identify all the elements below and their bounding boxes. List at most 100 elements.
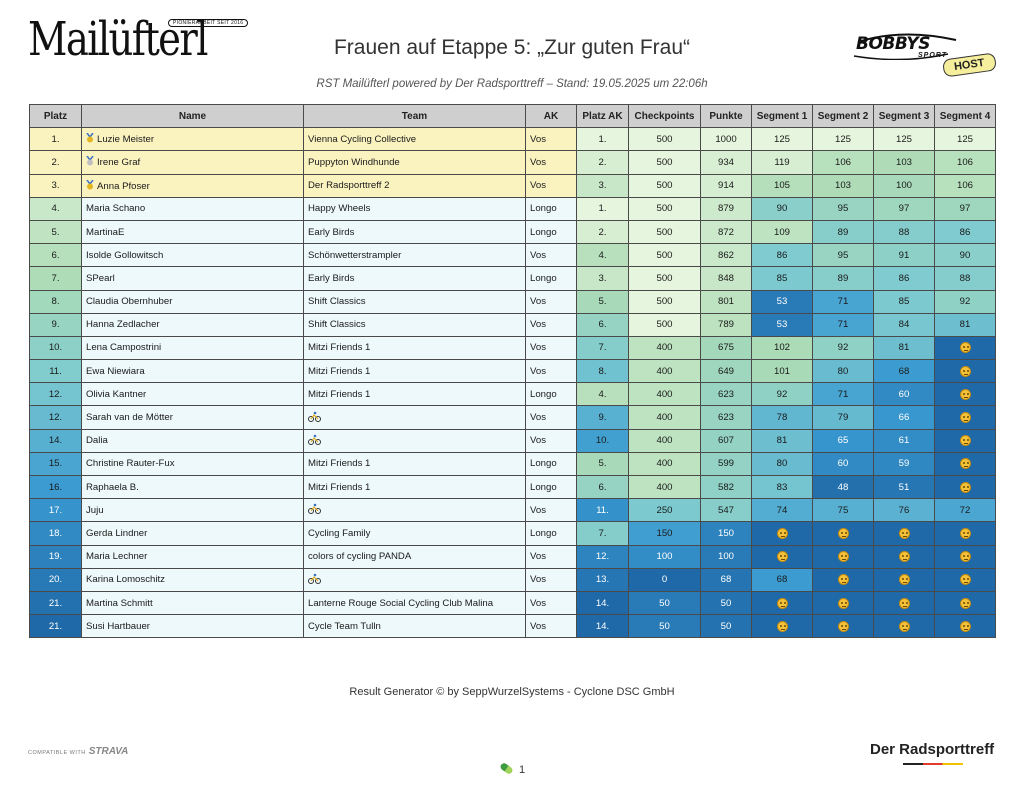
column-header: Segment 1 bbox=[751, 103, 813, 129]
name-cell: Gerda Lindner bbox=[81, 521, 304, 546]
team-cell: Lanterne Rouge Social Cycling Club Malin… bbox=[303, 590, 526, 616]
rank-cell: 21. bbox=[29, 590, 82, 616]
table-row: 10. Lena Campostrini Mitzi Friends 1 Vos 7. 4… bbox=[29, 335, 996, 361]
name-text: Dalia bbox=[86, 435, 108, 447]
rank-cell: 20. bbox=[29, 567, 82, 592]
segment-cell: 103 bbox=[873, 150, 935, 175]
thinking-face-icon bbox=[898, 620, 910, 632]
thinking-face-icon bbox=[959, 435, 971, 447]
page-number-value: 1 bbox=[519, 764, 526, 776]
rank-cell: 2. bbox=[29, 150, 82, 175]
table-row: 19. Maria Lechner colors of cycling PANDA V… bbox=[29, 544, 996, 569]
rank-cell: 19. bbox=[29, 544, 82, 569]
thinking-face-icon bbox=[837, 527, 849, 539]
team-cell: Der Radsporttreff 2 bbox=[303, 173, 526, 198]
segment-cell: 125 bbox=[751, 127, 813, 152]
column-header: Segment 2 bbox=[812, 103, 874, 129]
segment-cell: 86 bbox=[751, 243, 813, 268]
thinking-face-icon bbox=[776, 597, 788, 609]
segment-cell bbox=[751, 521, 813, 546]
team-cell bbox=[303, 428, 526, 453]
team-text: colors of cycling PANDA bbox=[308, 551, 412, 563]
age-rank-cell: 9. bbox=[576, 405, 629, 430]
team-cell: Mitzi Friends 1 bbox=[303, 335, 526, 361]
checkpoints-cell: 500 bbox=[628, 219, 701, 245]
thinking-face-icon bbox=[959, 620, 971, 632]
age-rank-cell: 7. bbox=[576, 335, 629, 361]
name-text: Hanna Zedlacher bbox=[86, 319, 160, 331]
table-row: 12. Olivia Kantner Mitzi Friends 1 Longo 4. 4… bbox=[29, 382, 996, 407]
team-text: Lanterne Rouge Social Cycling Club Malin… bbox=[308, 597, 494, 609]
segment-cell bbox=[873, 544, 935, 569]
points-cell: 675 bbox=[700, 335, 752, 361]
thinking-face-icon bbox=[776, 620, 788, 632]
name-cell: Ewa Niewiara bbox=[81, 359, 304, 384]
name-text: Maria Schano bbox=[86, 203, 146, 215]
segment-cell: 125 bbox=[934, 127, 996, 152]
team-text: Mitzi Friends 1 bbox=[308, 481, 371, 493]
table-row: 5. MartinaE Early Birds Longo 2. 500 872 109 89 8… bbox=[29, 219, 996, 245]
age-rank-cell: 10. bbox=[576, 428, 629, 453]
age-class-cell: Longo bbox=[525, 521, 577, 546]
name-text: Olivia Kantner bbox=[86, 388, 147, 400]
checkpoints-cell: 400 bbox=[628, 359, 701, 384]
segment-cell: 105 bbox=[751, 173, 813, 198]
team-cell: colors of cycling PANDA bbox=[303, 544, 526, 569]
segment-cell: 92 bbox=[934, 289, 996, 314]
checkpoints-cell: 500 bbox=[628, 173, 701, 198]
checkpoints-cell: 500 bbox=[628, 266, 701, 291]
segment-cell: 125 bbox=[873, 127, 935, 152]
team-cell: Shift Classics bbox=[303, 289, 526, 314]
name-cell: Isolde Gollowitsch bbox=[81, 243, 304, 268]
table-body: 1. Luzie Meister Vienna Cycling Collective… bbox=[29, 127, 996, 639]
points-cell: 914 bbox=[700, 173, 752, 198]
age-class-cell: Longo bbox=[525, 451, 577, 477]
segment-cell bbox=[934, 521, 996, 546]
segment-cell: 106 bbox=[934, 150, 996, 175]
segment-cell: 60 bbox=[873, 382, 935, 407]
points-cell: 547 bbox=[700, 498, 752, 523]
team-cell: Cycle Team Tulln bbox=[303, 614, 526, 639]
segment-cell: 92 bbox=[751, 382, 813, 407]
points-cell: 801 bbox=[700, 289, 752, 314]
name-text: Martina Schmitt bbox=[86, 597, 153, 609]
table-header-row: Platz Name Team AK Platz AK Checkpoints Punkte… bbox=[29, 103, 996, 129]
pill-icon bbox=[499, 761, 514, 776]
checkpoints-cell: 400 bbox=[628, 382, 701, 407]
segment-cell bbox=[934, 451, 996, 477]
strava-prefix: COMPATIBLE WITH bbox=[28, 750, 86, 756]
age-class-cell: Vos bbox=[525, 289, 577, 314]
rank-cell: 17. bbox=[29, 498, 82, 523]
rank-cell: 9. bbox=[29, 312, 82, 337]
segment-cell: 109 bbox=[751, 219, 813, 245]
name-text: Gerda Lindner bbox=[86, 527, 148, 539]
team-text: Cycle Team Tulln bbox=[308, 620, 381, 632]
cyclist-icon bbox=[308, 434, 321, 448]
rank-cell: 21. bbox=[29, 614, 82, 639]
page-number: 1 bbox=[499, 761, 526, 776]
checkpoints-cell: 150 bbox=[628, 521, 701, 546]
table-row: 7. SPearl Early Birds Longo 3. 500 848 85 89 86 88 bbox=[29, 266, 996, 291]
table-row: 4. Maria Schano Happy Wheels Longo 1. 500 879 9… bbox=[29, 196, 996, 221]
segment-cell: 66 bbox=[873, 405, 935, 430]
age-class-cell: Longo bbox=[525, 196, 577, 221]
points-cell: 50 bbox=[700, 590, 752, 616]
team-cell: Early Birds bbox=[303, 219, 526, 245]
team-text: Early Birds bbox=[308, 226, 355, 238]
segment-cell: 65 bbox=[812, 428, 874, 453]
segment-cell bbox=[934, 474, 996, 500]
rank-cell: 1. bbox=[29, 127, 82, 152]
segment-cell: 68 bbox=[873, 359, 935, 384]
name-text: Irene Graf bbox=[97, 157, 141, 169]
age-rank-cell: 3. bbox=[576, 266, 629, 291]
name-text: Maria Lechner bbox=[86, 551, 148, 563]
segment-cell: 53 bbox=[751, 289, 813, 314]
segment-cell: 61 bbox=[873, 428, 935, 453]
team-text: Mitzi Friends 1 bbox=[308, 342, 371, 354]
segment-cell: 81 bbox=[873, 335, 935, 361]
name-text: MartinaE bbox=[86, 226, 125, 238]
table-row: 16. Raphaela B. Mitzi Friends 1 Longo 6. 400 5… bbox=[29, 474, 996, 500]
points-cell: 649 bbox=[700, 359, 752, 384]
table-row: 17. Juju Vos 11. 250 547 74 75 76 72 bbox=[29, 498, 996, 523]
segment-cell: 119 bbox=[751, 150, 813, 175]
